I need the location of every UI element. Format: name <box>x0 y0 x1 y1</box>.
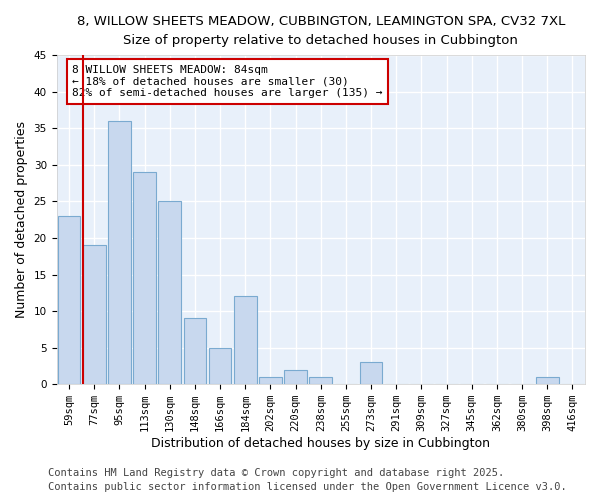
Bar <box>184 318 206 384</box>
Bar <box>133 172 156 384</box>
Bar <box>259 377 282 384</box>
Bar <box>536 377 559 384</box>
X-axis label: Distribution of detached houses by size in Cubbington: Distribution of detached houses by size … <box>151 437 490 450</box>
Bar <box>108 121 131 384</box>
Bar <box>158 202 181 384</box>
Bar <box>234 296 257 384</box>
Bar <box>284 370 307 384</box>
Bar <box>83 246 106 384</box>
Text: 8 WILLOW SHEETS MEADOW: 84sqm
← 18% of detached houses are smaller (30)
82% of s: 8 WILLOW SHEETS MEADOW: 84sqm ← 18% of d… <box>73 65 383 98</box>
Y-axis label: Number of detached properties: Number of detached properties <box>15 121 28 318</box>
Title: 8, WILLOW SHEETS MEADOW, CUBBINGTON, LEAMINGTON SPA, CV32 7XL
Size of property r: 8, WILLOW SHEETS MEADOW, CUBBINGTON, LEA… <box>77 15 565 47</box>
Bar <box>310 377 332 384</box>
Bar <box>209 348 232 384</box>
Bar <box>58 216 80 384</box>
Text: Contains HM Land Registry data © Crown copyright and database right 2025.
Contai: Contains HM Land Registry data © Crown c… <box>48 468 567 492</box>
Bar <box>360 362 382 384</box>
